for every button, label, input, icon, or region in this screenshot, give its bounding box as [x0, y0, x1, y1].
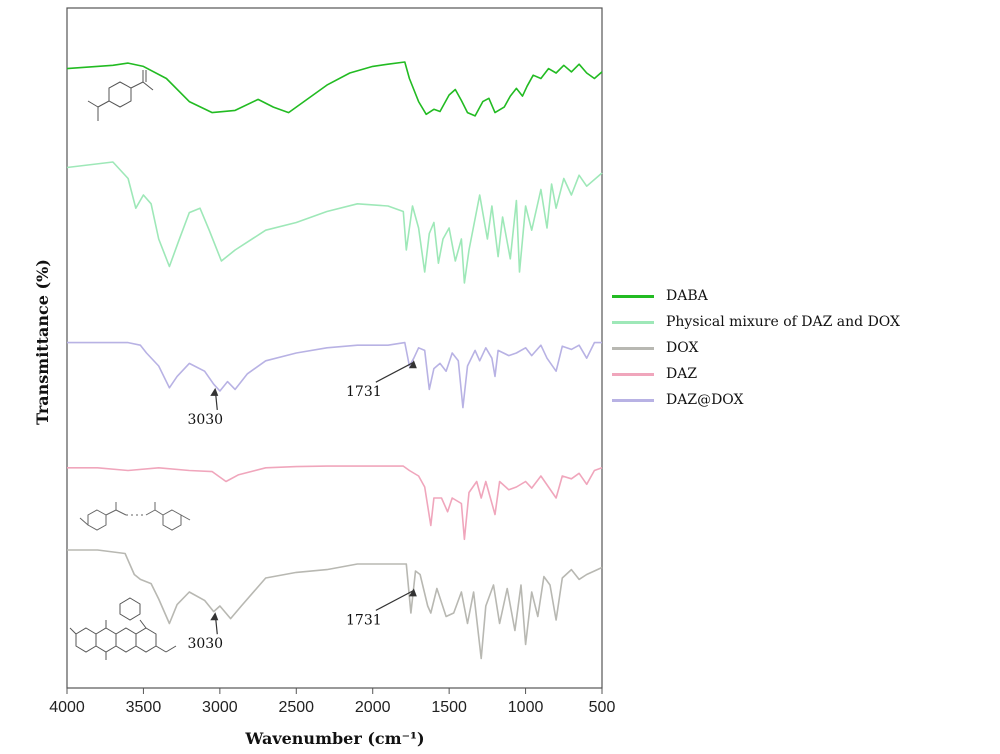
x-tick-label: 1000: [508, 699, 544, 716]
legend-item: DOX: [612, 335, 900, 361]
legend-swatch: [612, 294, 654, 298]
legend-label: Physical mixure of DAZ and DOX: [666, 314, 900, 330]
legend-item: DAZ: [612, 361, 900, 387]
annotation-label: 1731: [346, 384, 382, 400]
annotation-label: 3030: [187, 412, 223, 428]
y-axis-title: Transmittance (%): [33, 259, 52, 425]
x-tick-label: 3500: [126, 699, 162, 716]
legend: DABA Physical mixure of DAZ and DOX DOX DAZ…: [612, 283, 900, 413]
spectra-lines: [66, 61, 603, 660]
x-tick-label: 1500: [431, 699, 467, 716]
legend-item: DAZ@DOX: [612, 387, 900, 413]
series-line: [66, 161, 603, 284]
x-ticks: 4000 3500 3000 2500 2000 1500 1000 500: [49, 688, 615, 716]
legend-label: DABA: [666, 288, 708, 304]
annotation-arrow: [375, 589, 415, 611]
arrow-head: [408, 588, 417, 597]
x-tick-label: 2000: [355, 699, 391, 716]
x-tick-label: 4000: [49, 699, 85, 716]
legend-item: Physical mixure of DAZ and DOX: [612, 309, 900, 335]
peak-annotations: 3030 1731 3030 1731: [187, 360, 417, 652]
legend-swatch: [612, 320, 654, 324]
dox-structure-image: [69, 597, 177, 660]
arrow-head: [408, 360, 417, 369]
legend-label: DOX: [666, 340, 699, 356]
legend-swatch: [612, 372, 654, 376]
legend-label: DAZ@DOX: [666, 392, 744, 408]
x-tick-label: 3000: [202, 699, 238, 716]
annotation-arrow: [375, 361, 415, 383]
plot-frame: [66, 7, 603, 689]
arrow-head: [210, 387, 219, 396]
series-line: [67, 465, 603, 541]
x-tick-label: 500: [589, 699, 616, 716]
legend-swatch: [612, 346, 654, 350]
series-line: [67, 341, 602, 409]
annotation-label: 3030: [187, 636, 223, 652]
daz-structure-image: [79, 502, 191, 531]
daba-structure-image: [87, 70, 154, 121]
arrow-head: [210, 612, 219, 621]
x-axis-title: Wavenumber (cm⁻¹): [244, 729, 424, 748]
series-line: [66, 61, 603, 117]
legend-label: DAZ: [666, 366, 698, 382]
series-line: [67, 549, 603, 660]
legend-item: DABA: [612, 283, 900, 309]
annotation-label: 1731: [346, 612, 382, 628]
x-tick-label: 2500: [278, 699, 314, 716]
legend-swatch: [612, 398, 654, 402]
